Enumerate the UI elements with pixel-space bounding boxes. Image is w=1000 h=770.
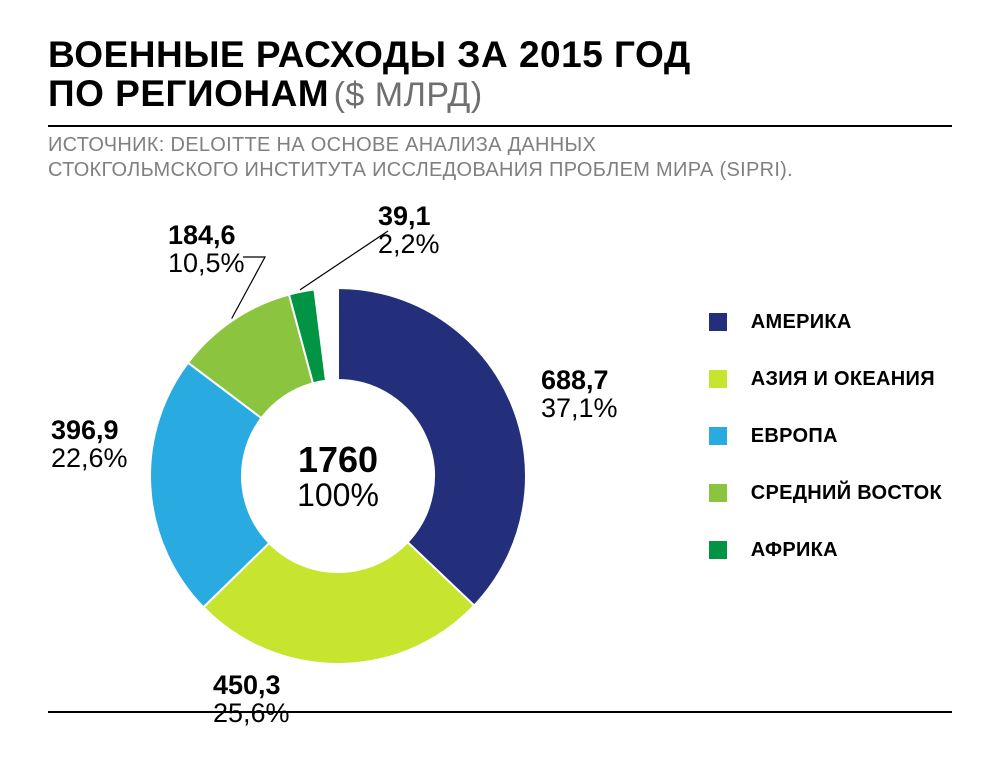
- slice-value: 396,9: [51, 416, 128, 444]
- legend-label: АФРИКА: [751, 539, 838, 562]
- legend-swatch: [709, 427, 727, 445]
- source-text: ИСТОЧНИК: DELOITTE НА ОСНОВЕ АНАЛИЗА ДАН…: [48, 133, 952, 183]
- slice-percent: 25,6%: [213, 699, 290, 727]
- rule-bottom: [48, 711, 952, 713]
- legend-swatch: [709, 541, 727, 559]
- leader-line: [300, 231, 388, 290]
- slice-value: 688,7: [541, 366, 618, 394]
- chart-area: 1760 100% 688,737,1%450,325,6%396,922,6%…: [48, 191, 952, 711]
- slice-label: 39,12,2%: [378, 202, 440, 259]
- legend-swatch: [709, 313, 727, 331]
- slice-value: 450,3: [213, 671, 290, 699]
- legend-label: АЗИЯ И ОКЕАНИЯ: [751, 368, 935, 391]
- donut-center-label: 1760 100%: [283, 442, 393, 513]
- legend-item: ЕВРОПА: [709, 425, 942, 448]
- legend-item: СРЕДНИЙ ВОСТОК: [709, 482, 942, 505]
- slice-percent: 37,1%: [541, 394, 618, 422]
- title-line2-bold: ПО РЕГИОНАМ: [48, 73, 329, 114]
- slice-percent: 22,6%: [51, 444, 128, 472]
- slice-label: 450,325,6%: [213, 671, 290, 728]
- legend-swatch: [709, 370, 727, 388]
- legend-label: ЕВРОПА: [751, 425, 838, 448]
- slice-label: 396,922,6%: [51, 416, 128, 473]
- slice-percent: 10,5%: [168, 249, 245, 277]
- legend-item: АМЕРИКА: [709, 311, 942, 334]
- legend: АМЕРИКА АЗИЯ И ОКЕАНИЯ ЕВРОПА СРЕДНИЙ ВОСТО…: [709, 311, 942, 596]
- legend-item: АЗИЯ И ОКЕАНИЯ: [709, 368, 942, 391]
- rule-top: [48, 125, 952, 127]
- title-line2-row: ПО РЕГИОНАМ ($ МЛРД): [48, 75, 952, 115]
- slice-percent: 2,2%: [378, 230, 440, 258]
- slice-value: 39,1: [378, 202, 440, 230]
- legend-label: АМЕРИКА: [751, 311, 852, 334]
- center-percent: 100%: [283, 478, 393, 513]
- slice-value: 184,6: [168, 221, 245, 249]
- source-line2: СТОКГОЛЬМСКОГО ИНСТИТУТА ИССЛЕДОВАНИЯ ПР…: [48, 158, 952, 183]
- source-line1: ИСТОЧНИК: DELOITTE НА ОСНОВЕ АНАЛИЗА ДАН…: [48, 133, 952, 158]
- legend-item: АФРИКА: [709, 539, 942, 562]
- legend-label: СРЕДНИЙ ВОСТОК: [751, 482, 942, 505]
- legend-swatch: [709, 484, 727, 502]
- title-line1: ВОЕННЫЕ РАСХОДЫ ЗА 2015 ГОД: [48, 36, 952, 75]
- title-unit: ($ МЛРД): [334, 76, 483, 114]
- center-value: 1760: [283, 442, 393, 478]
- slice-label: 184,610,5%: [168, 221, 245, 278]
- slice-label: 688,737,1%: [541, 366, 618, 423]
